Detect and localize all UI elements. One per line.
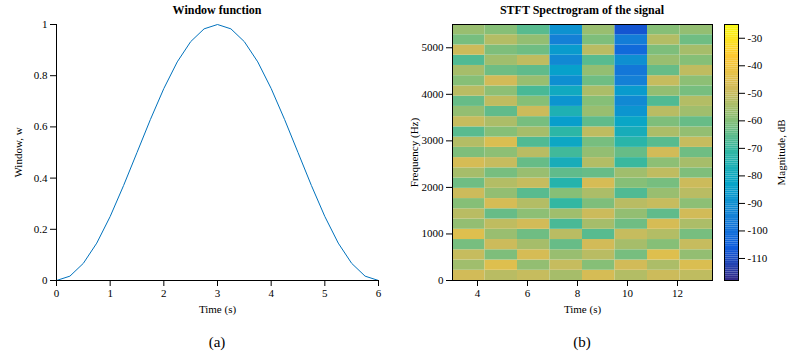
svg-text:-100: -100 xyxy=(748,224,769,236)
svg-text:-50: -50 xyxy=(748,87,763,99)
svg-text:Window, w: Window, w xyxy=(12,127,24,177)
svg-text:-90: -90 xyxy=(748,197,763,209)
svg-text:-110: -110 xyxy=(748,252,768,264)
svg-text:-60: -60 xyxy=(748,114,763,126)
svg-text:1: 1 xyxy=(42,18,48,30)
svg-text:0.4: 0.4 xyxy=(34,172,48,184)
html-text:(a): (a) xyxy=(208,334,226,350)
svg-text:0: 0 xyxy=(54,287,60,299)
svg-text:4000: 4000 xyxy=(422,88,445,100)
svg-text:0.6: 0.6 xyxy=(34,120,48,132)
svg-text:10: 10 xyxy=(622,287,634,299)
html-text:STFT Spectrogram of the signal: STFT Spectrogram of the signal xyxy=(499,3,665,17)
svg-text:6: 6 xyxy=(525,287,531,299)
svg-text:4: 4 xyxy=(475,287,481,299)
svg-text:5: 5 xyxy=(322,287,328,299)
svg-text:0: 0 xyxy=(42,274,48,286)
svg-text:-30: -30 xyxy=(748,32,763,44)
svg-text:-40: -40 xyxy=(748,59,763,71)
svg-text:Time (s): Time (s) xyxy=(199,303,237,316)
svg-text:0.2: 0.2 xyxy=(34,223,48,235)
svg-text:8: 8 xyxy=(575,287,581,299)
svg-text:6: 6 xyxy=(376,287,382,299)
svg-text:2000: 2000 xyxy=(422,181,445,193)
svg-text:Time (s): Time (s) xyxy=(564,303,602,316)
svg-text:3: 3 xyxy=(215,287,221,299)
svg-text:-70: -70 xyxy=(748,142,763,154)
svg-text:Frequency (Hz): Frequency (Hz) xyxy=(408,118,421,188)
svg-text:2: 2 xyxy=(161,287,167,299)
html-text:Window function: Window function xyxy=(172,3,262,17)
svg-text:0.8: 0.8 xyxy=(34,69,48,81)
svg-text:1000: 1000 xyxy=(422,227,445,239)
svg-text:5000: 5000 xyxy=(422,41,445,53)
html-text:(b): (b) xyxy=(573,334,591,350)
svg-text:Magnitude, dB: Magnitude, dB xyxy=(775,120,787,186)
svg-text:4: 4 xyxy=(268,287,274,299)
svg-text:0: 0 xyxy=(438,274,444,286)
svg-text:3000: 3000 xyxy=(422,134,445,146)
svg-text:-80: -80 xyxy=(748,169,763,181)
svg-text:1: 1 xyxy=(107,287,113,299)
svg-text:12: 12 xyxy=(672,287,683,299)
